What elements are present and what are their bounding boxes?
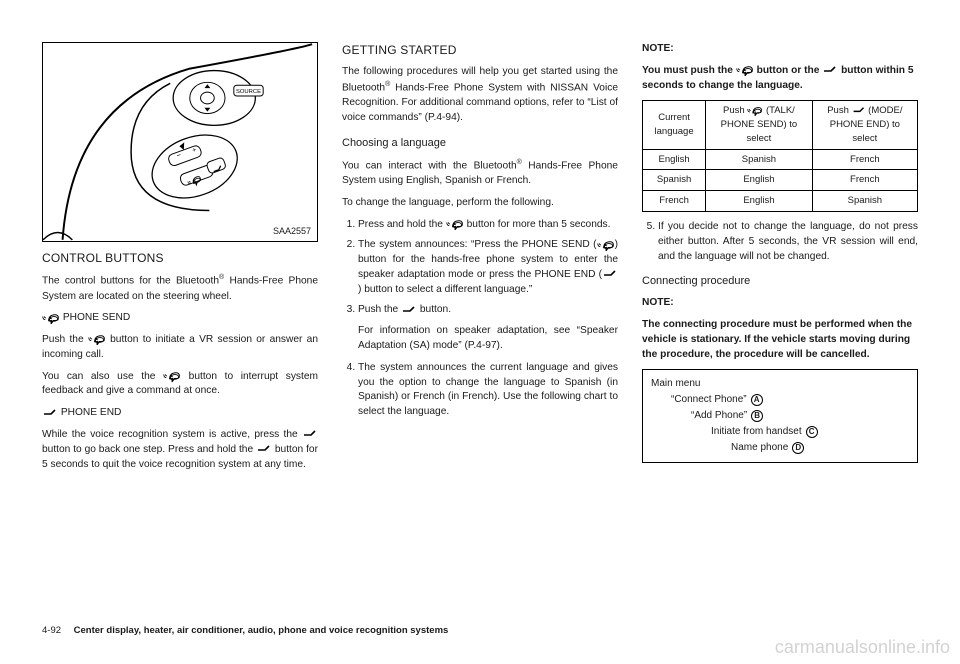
heading-control-buttons: CONTROL BUTTONS — [42, 250, 318, 267]
main-menu-box: Main menu “Connect Phone” A “Add Phone” … — [642, 369, 918, 463]
phone-end-label: PHONE END — [42, 406, 318, 421]
talk-icon — [747, 105, 763, 116]
end-icon — [401, 305, 417, 315]
column-3: NOTE: You must push the button or the bu… — [642, 42, 918, 479]
speaker-note: For information on speaker adaptation, s… — [358, 324, 618, 354]
letter-badge: A — [751, 394, 763, 406]
column-2: GETTING STARTED The following procedures… — [342, 42, 618, 479]
table-header-send: Push (TALK/ PHONE SEND) to select — [706, 101, 813, 149]
phone-send-label: PHONE SEND — [42, 311, 318, 326]
end-icon — [822, 65, 838, 75]
language-table: Current language Push (TALK/ PHONE SEND)… — [642, 100, 918, 212]
menu-title: Main menu — [651, 376, 909, 392]
heading-getting-started: GETTING STARTED — [342, 42, 618, 59]
page-content: SOURCE − + SAA2557 CONTROL BUTTONS The c… — [0, 0, 960, 479]
table-row: French English Spanish — [643, 191, 918, 212]
section-title: Center display, heater, air conditioner,… — [74, 625, 449, 636]
note-heading: NOTE: — [642, 42, 918, 57]
menu-row: Initiate from handset C — [651, 424, 909, 440]
note2-heading: NOTE: — [642, 296, 918, 311]
table-header-end: Push (MODE/ PHONE END) to select — [812, 101, 917, 149]
note-body: You must push the button or the button w… — [642, 64, 918, 94]
step-5: If you decide not to change the language… — [658, 220, 918, 264]
end-para: While the voice recognition system is ac… — [42, 428, 318, 472]
step-2: The system announces: “Press the PHONE S… — [358, 238, 618, 297]
note2-body: The connecting procedure must be perform… — [642, 318, 918, 362]
end-icon — [852, 106, 866, 115]
choose-para-2: To change the language, perform the foll… — [342, 196, 618, 211]
table-header-current: Current language — [643, 101, 706, 149]
step-4: The system announces the current languag… — [358, 361, 618, 420]
step-1: Press and hold the button for more than … — [358, 218, 618, 233]
step-3: Push the button. For information on spea… — [358, 303, 618, 353]
end-icon — [602, 269, 618, 279]
heading-choosing-language: Choosing a language — [342, 136, 618, 152]
steps-list: Press and hold the button for more than … — [342, 218, 618, 420]
getting-intro: The following procedures will help you g… — [342, 65, 618, 126]
steering-control-figure: SOURCE − + SAA2557 — [42, 42, 318, 242]
column-1: SOURCE − + SAA2557 CONTROL BUTTONS The c… — [42, 42, 318, 479]
table-row: Spanish English French — [643, 170, 918, 191]
talk-icon — [163, 370, 181, 382]
table-row: English Spanish French — [643, 149, 918, 170]
watermark: carmanualsonline.info — [775, 637, 950, 658]
talk-icon — [736, 64, 754, 76]
talk-icon — [597, 239, 615, 251]
figure-caption: SAA2557 — [273, 225, 311, 238]
talk-icon — [446, 218, 464, 230]
page-number: 4-92 — [42, 625, 61, 636]
letter-badge: C — [806, 426, 818, 438]
control-intro: The control buttons for the Bluetooth® H… — [42, 273, 318, 304]
send-para-1: Push the button to initiate a VR session… — [42, 333, 318, 363]
end-icon — [302, 429, 318, 439]
letter-badge: B — [751, 410, 763, 422]
steps-list-cont: If you decide not to change the language… — [642, 220, 918, 264]
letter-badge: D — [792, 442, 804, 454]
end-icon — [256, 444, 272, 454]
heading-connecting: Connecting procedure — [642, 274, 918, 290]
page-footer: 4-92 Center display, heater, air conditi… — [42, 625, 448, 636]
svg-text:SOURCE: SOURCE — [236, 89, 261, 95]
end-icon — [42, 408, 58, 418]
menu-row: Name phone D — [651, 440, 909, 456]
talk-icon — [42, 312, 60, 324]
menu-row: “Connect Phone” A — [651, 392, 909, 408]
talk-icon — [88, 333, 106, 345]
menu-row: “Add Phone” B — [651, 408, 909, 424]
choose-para-1: You can interact with the Bluetooth® Han… — [342, 158, 618, 189]
send-para-2: You can also use the button to interrupt… — [42, 370, 318, 400]
